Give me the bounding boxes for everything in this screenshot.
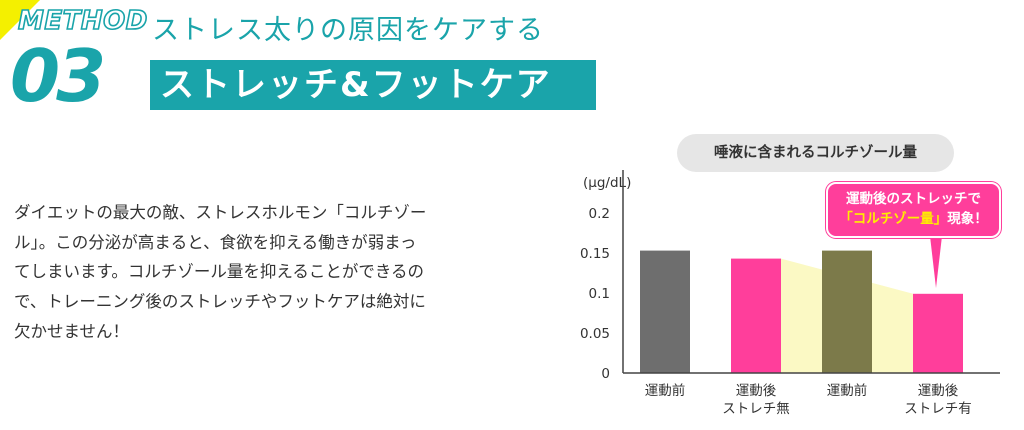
x-tick-label: 運動後 — [918, 383, 959, 399]
description-line: ル」。この分泌が高まると、食欲を抑える働きが弱まっ — [14, 232, 417, 252]
x-tick-label: 運動前 — [645, 382, 686, 399]
x-tick-label: 運動後 — [736, 383, 777, 399]
callout-rest: 現象！ — [947, 210, 988, 227]
description-line: てしまいます。コルチゾール量を抑えることができるの — [14, 262, 425, 282]
y-tick-label: 0.2 — [589, 206, 610, 222]
y-tick-label: 0.05 — [580, 326, 610, 342]
callout-line: 運動後のストレッチで — [846, 191, 981, 207]
callout-highlight: 「コルチゾー量」 — [839, 210, 948, 227]
method-label: METHOD — [17, 6, 148, 36]
section-subtitle: ストレス太りの原因をケアする — [152, 15, 544, 46]
description-line: で、トレーニング後のストレッチやフットケアは絶対に — [14, 292, 426, 312]
chart-title: 唾液に含まれるコルチゾール量 — [677, 134, 954, 172]
x-tick-label: ストレチ有 — [904, 401, 972, 417]
callout-line-2: 「コルチゾー量」現象！ — [828, 210, 999, 230]
x-tick-label: ストレチ無 — [722, 401, 790, 417]
method-number: 03 — [10, 34, 106, 118]
description-line: ダイエットの最大の敵、ストレスホルモン「コルチゾー — [14, 203, 427, 222]
description-text: ダイエットの最大の敵、ストレスホルモン「コルチゾー ル」。この分泌が高まると、食… — [14, 198, 514, 346]
bar — [913, 293, 963, 373]
callout-pointer — [930, 236, 942, 288]
callout-bubble: 運動後のストレッチで 「コルチゾー量」現象！ — [826, 182, 1001, 238]
description-line: 欠かせません！ — [14, 321, 130, 341]
y-axis-unit: (μg/dL) — [583, 175, 631, 191]
y-tick-label: 0.1 — [589, 286, 610, 302]
bar — [731, 258, 781, 373]
y-tick-label: 0.15 — [580, 246, 610, 262]
bar — [640, 250, 690, 373]
y-tick-label: 0 — [601, 366, 610, 382]
bar — [822, 250, 872, 373]
section-title: ストレッチ&フットケア — [150, 60, 596, 110]
corner-accent — [0, 0, 40, 40]
x-tick-label: 運動前 — [827, 382, 868, 399]
